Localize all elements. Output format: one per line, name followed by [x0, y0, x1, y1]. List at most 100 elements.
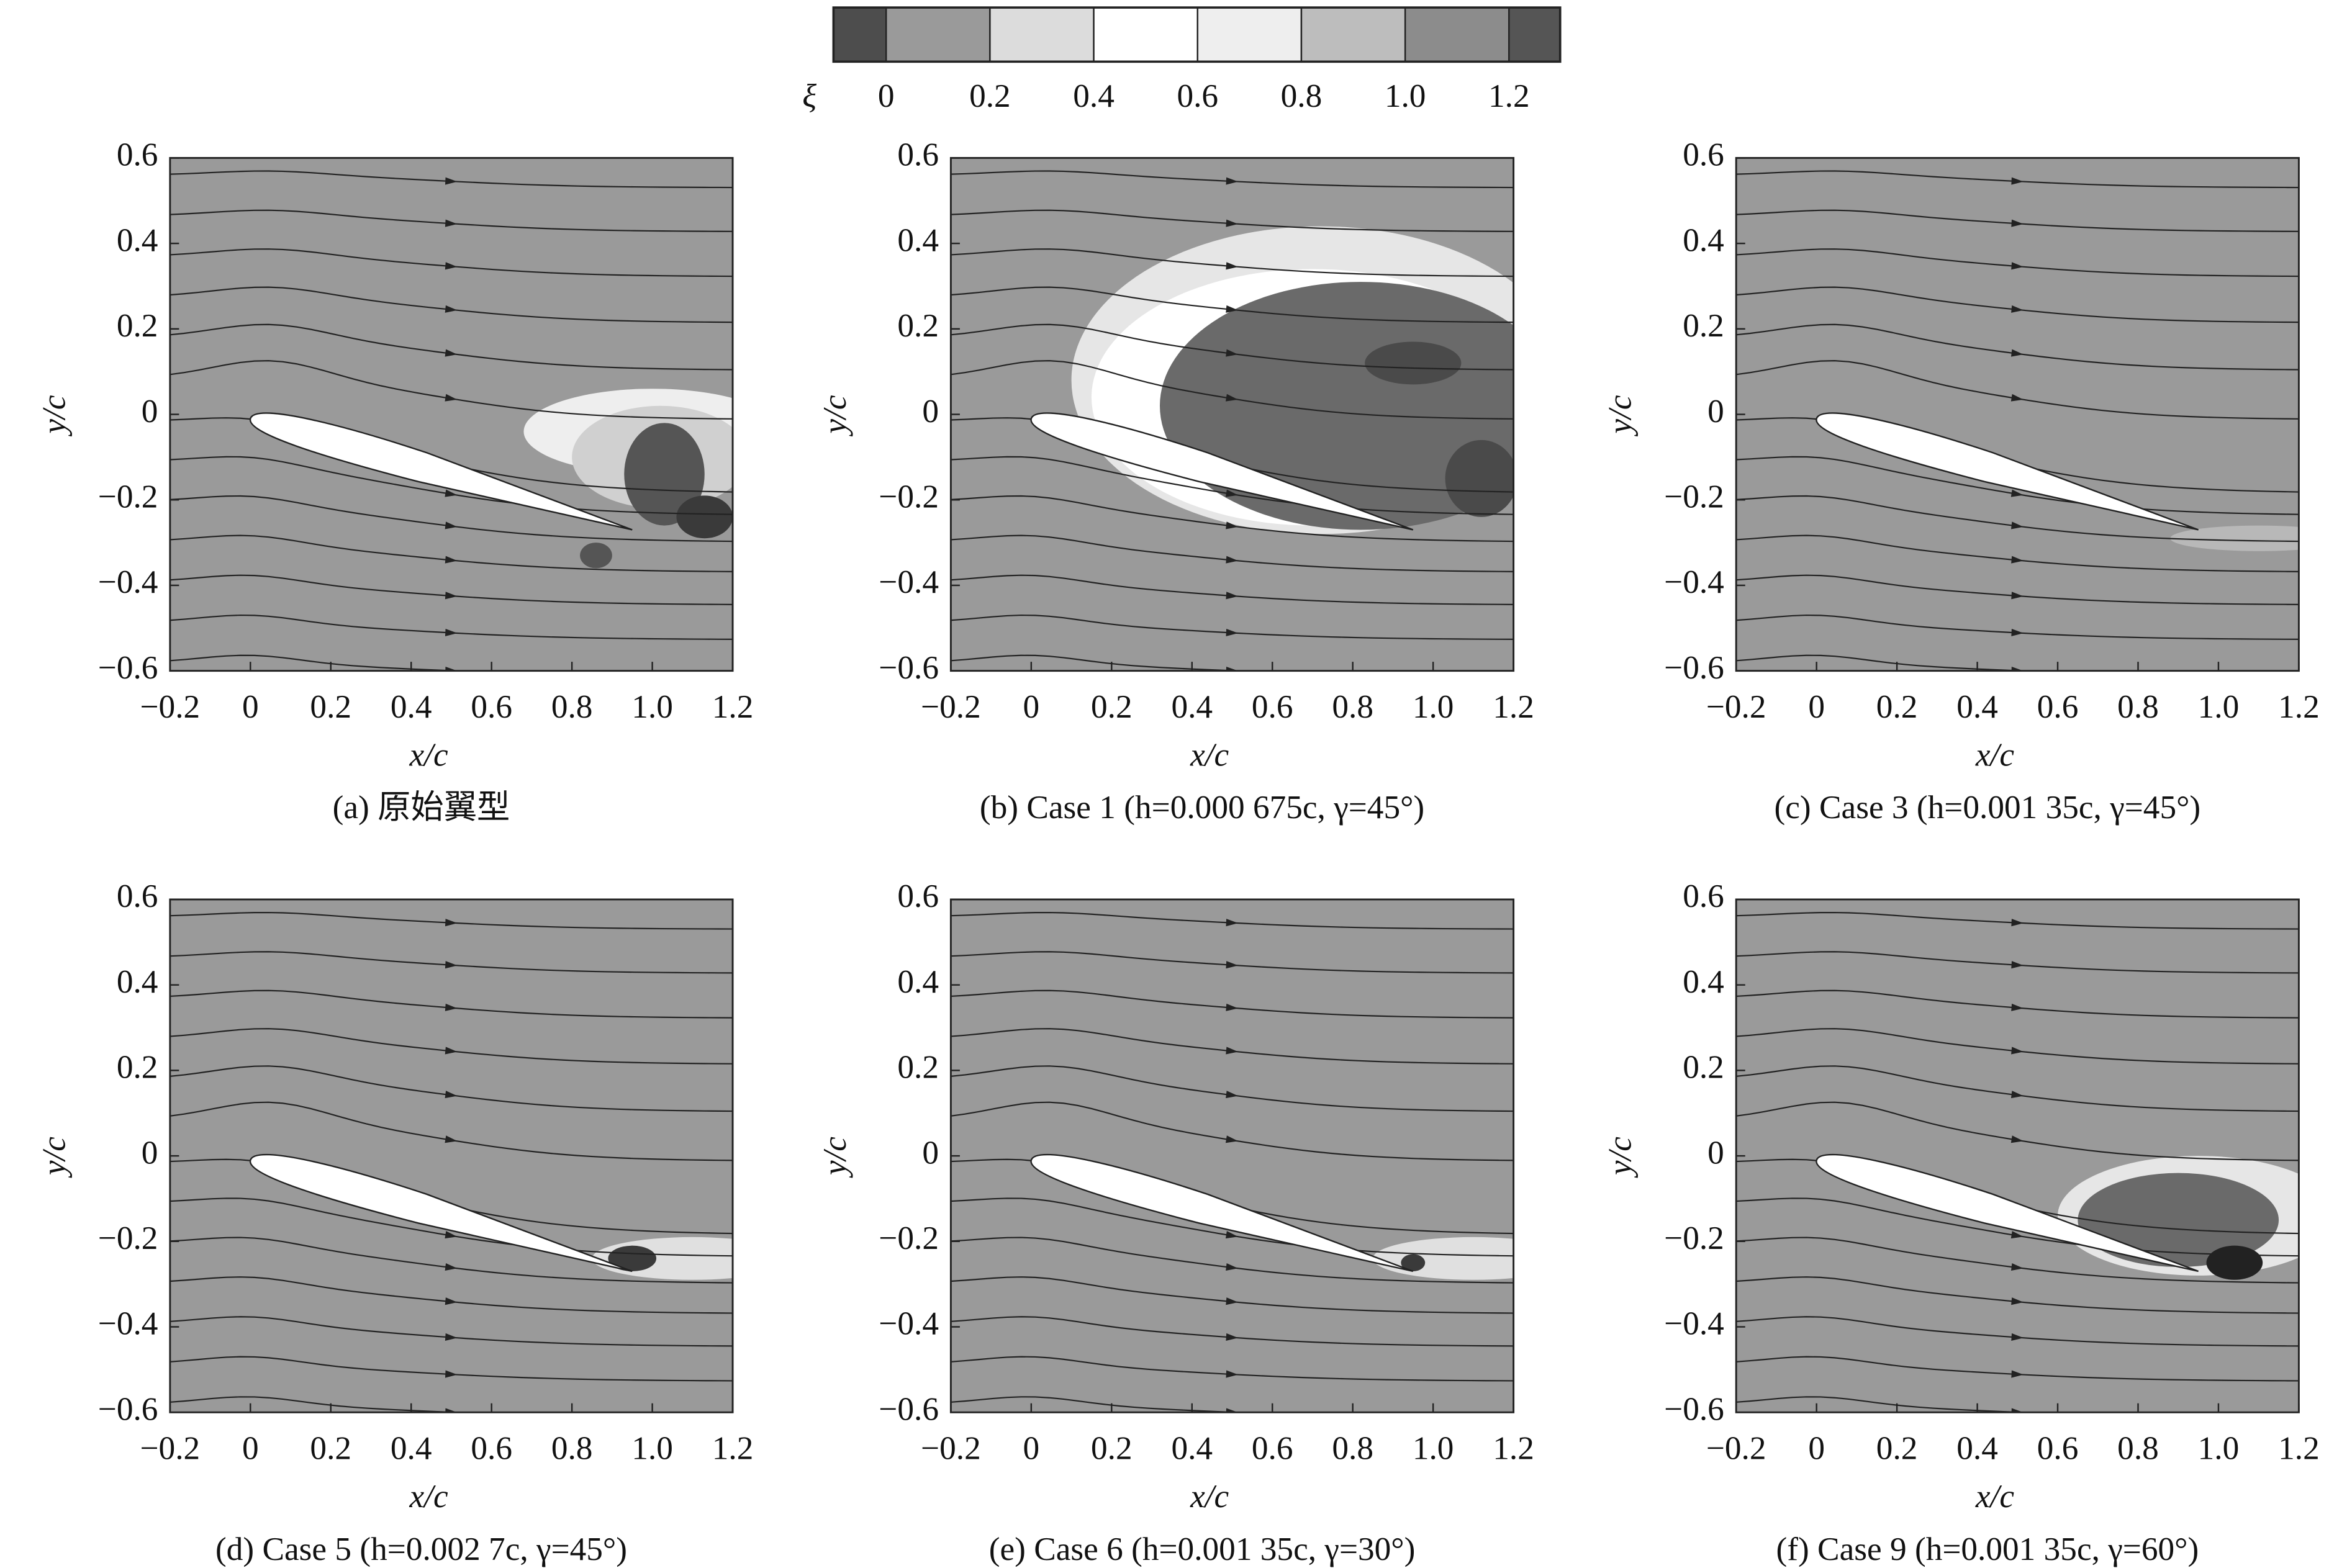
panel-caption: (f) Case 9 (h=0.001 35c, γ=60°) — [1776, 1531, 2199, 1567]
x-tick-label: 0.8 — [2117, 1430, 2159, 1466]
streamline-arrow — [1226, 1047, 1239, 1055]
y-tick-label: 0.2 — [1683, 1049, 1724, 1086]
colorbar-tick-label: 1.0 — [1385, 78, 1426, 114]
colorbar-tick-label: 0.8 — [1281, 78, 1323, 114]
x-tick-label: −0.2 — [140, 1430, 201, 1466]
y-tick-label: −0.6 — [879, 1390, 939, 1427]
streamline-arrow — [2011, 628, 2024, 637]
y-tick-label: 0.2 — [897, 307, 939, 344]
contour-region — [2206, 1245, 2263, 1280]
y-tick-label: 0.6 — [117, 137, 158, 173]
streamline-arrow — [1226, 521, 1239, 529]
streamline-arrow — [445, 628, 458, 637]
x-axis-label: x/c — [1190, 1478, 1229, 1515]
x-tick-label: 0.8 — [1332, 688, 1373, 725]
x-tick-label: 1.2 — [712, 688, 754, 725]
x-tick-label: 0.4 — [1956, 1430, 1998, 1466]
x-tick-label: 0.6 — [2037, 1430, 2079, 1466]
streamline-arrow — [2011, 1297, 2024, 1305]
colorbar-symbol: ξ — [802, 78, 816, 114]
x-tick-label: 1.2 — [712, 1430, 754, 1466]
streamline-arrow — [1226, 556, 1239, 564]
x-tick-label: −0.2 — [140, 688, 201, 725]
y-tick-label: −0.6 — [879, 649, 939, 686]
contour-panel — [1736, 899, 2299, 1413]
contour-panel — [1736, 158, 2299, 671]
y-tick-label: 0.4 — [1683, 222, 1724, 258]
y-tick-label: −0.4 — [1664, 564, 1724, 600]
colorbar-swatch — [1300, 6, 1406, 63]
x-tick-label: 0.2 — [310, 688, 351, 725]
streamline-arrow — [1225, 1135, 1239, 1143]
y-tick-label: −0.6 — [1664, 649, 1724, 686]
streamline-arrow — [445, 1333, 458, 1341]
x-tick-label: −0.2 — [921, 688, 981, 725]
y-axis-label: y/c — [35, 1137, 72, 1178]
x-tick-label: −0.2 — [1706, 1430, 1766, 1466]
x-axis-label: x/c — [1975, 736, 2014, 773]
y-axis-label: y/c — [816, 1137, 853, 1178]
x-tick-label: 0 — [1023, 1430, 1040, 1466]
y-tick-label: 0.4 — [1683, 963, 1724, 1000]
streamline-arrow — [2011, 177, 2024, 185]
streamline-arrow — [445, 394, 458, 402]
contour-panel — [170, 158, 733, 671]
streamline-arrow — [2010, 349, 2024, 357]
y-axis-label: y/c — [1602, 395, 1639, 436]
streamline-arrow — [445, 305, 458, 313]
streamline-arrow — [2010, 1231, 2024, 1239]
x-tick-label: 0.4 — [391, 688, 432, 725]
streamline-arrow — [445, 592, 458, 600]
streamline-arrow — [445, 219, 458, 227]
y-tick-label: 0.4 — [117, 963, 158, 1000]
contour-region — [1365, 341, 1462, 385]
y-tick-label: 0.6 — [1683, 137, 1724, 173]
y-tick-label: −0.4 — [879, 564, 939, 600]
streamline-arrow — [2011, 262, 2024, 270]
streamline-arrow — [445, 521, 458, 529]
x-tick-label: 0.6 — [2037, 688, 2079, 725]
airfoil — [1030, 1153, 1414, 1273]
x-tick-label: 0 — [1808, 1430, 1825, 1466]
x-axis-label: x/c — [1190, 736, 1229, 773]
panel-caption: (c) Case 3 (h=0.001 35c, γ=45°) — [1775, 789, 2201, 826]
y-tick-label: −0.6 — [98, 1390, 158, 1427]
x-tick-label: 0.2 — [1876, 688, 1918, 725]
x-tick-label: 0.6 — [471, 1430, 512, 1466]
streamline-arrow — [445, 1370, 458, 1378]
x-tick-label: 1.0 — [1413, 1430, 1454, 1466]
y-tick-label: −0.2 — [1664, 478, 1724, 515]
colorbar-tick-label: 0.2 — [969, 78, 1011, 114]
streamline-arrow — [2010, 521, 2024, 529]
colorbar-frame — [832, 6, 1562, 63]
y-tick-label: 0.4 — [117, 222, 158, 258]
colorbar-tick-label: 0.6 — [1177, 78, 1218, 114]
x-tick-label: 1.0 — [2198, 688, 2240, 725]
colorbar-swatch — [885, 6, 991, 63]
streamline-arrow — [445, 556, 458, 564]
streamline-arrow — [445, 349, 458, 357]
colorbar-swatch — [989, 6, 1095, 63]
y-tick-label: 0.4 — [897, 222, 939, 258]
x-tick-label: 0 — [242, 688, 259, 725]
y-axis-label: y/c — [35, 395, 72, 436]
x-tick-label: 0.6 — [471, 688, 512, 725]
streamline-arrow — [1226, 262, 1239, 270]
x-tick-label: 0.2 — [1876, 1430, 1918, 1466]
colorbar-swatch — [1093, 6, 1198, 63]
streamline-arrow — [445, 1263, 458, 1271]
contour-panel — [170, 899, 733, 1413]
streamline-arrow — [445, 1047, 458, 1055]
streamline-arrow — [1226, 628, 1239, 637]
x-tick-label: 0.6 — [1252, 688, 1293, 725]
streamline-arrow — [2011, 305, 2024, 313]
y-tick-label: 0 — [142, 1134, 158, 1171]
streamline-arrow — [445, 1091, 458, 1099]
contour-region — [2078, 1173, 2279, 1268]
streamline-arrow — [445, 1135, 458, 1143]
y-tick-label: −0.2 — [879, 1220, 939, 1256]
y-tick-label: −0.2 — [98, 478, 158, 515]
x-tick-label: −0.2 — [1706, 688, 1766, 725]
contour-region — [676, 495, 733, 539]
